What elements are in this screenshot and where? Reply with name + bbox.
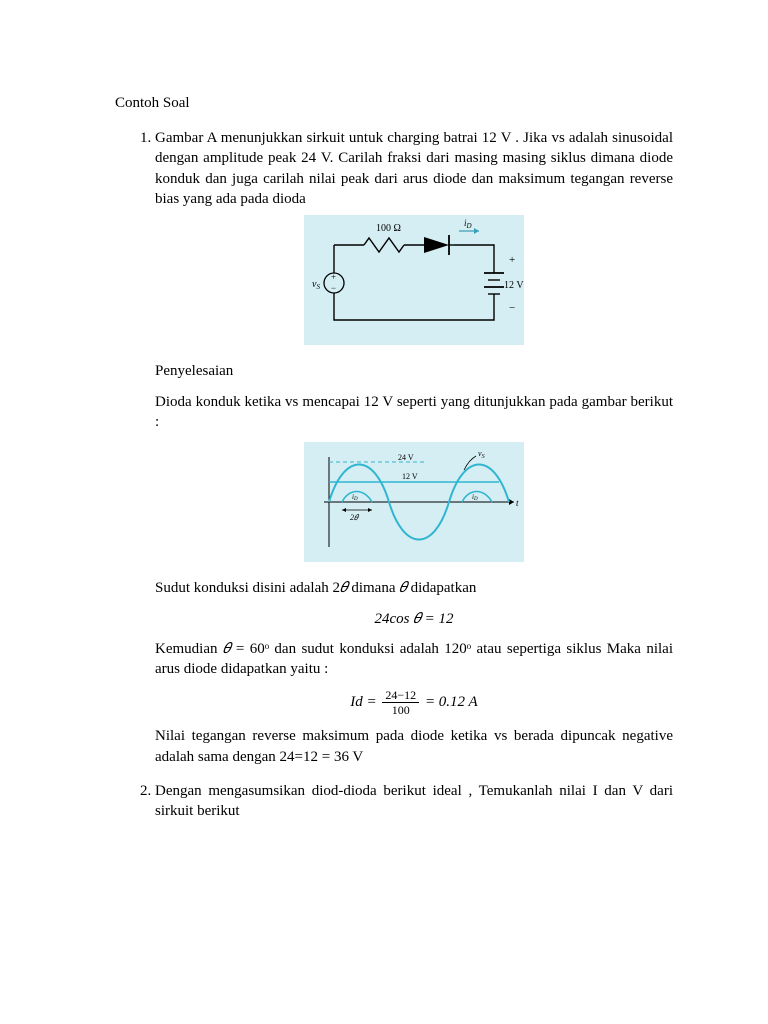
solution-p4: Nilai tegangan reverse maksimum pada dio… xyxy=(155,726,673,767)
svg-text:−: − xyxy=(331,283,336,293)
solution-p1: Dioda konduk ketika vs mencapai 12 V sep… xyxy=(155,392,673,433)
problem-list: Gambar A menunjukkan sirkuit untuk charg… xyxy=(115,128,673,821)
svg-text:+: + xyxy=(331,272,336,282)
solution-p2: Sudut konduksi disini adalah 2𝜃 dimana 𝜃… xyxy=(155,578,673,598)
problem-1-stem: Gambar A menunjukkan sirkuit untuk charg… xyxy=(155,130,673,207)
fraction: 24−12100 xyxy=(382,689,419,716)
plus-label: + xyxy=(509,254,515,266)
problem-2: Dengan mengasumsikan diod-dioda berikut … xyxy=(155,781,673,822)
solution-p3: Kemudian 𝜃 = 60ᵒ dan sudut konduksi adal… xyxy=(155,639,673,680)
resistor-label: 100 Ω xyxy=(376,223,401,234)
circuit-diagram: 100 Ω iD xyxy=(304,215,524,345)
document-page: Contoh Soal Gambar A menunjukkan sirkuit… xyxy=(0,0,768,875)
figure-1-wrap: 100 Ω iD xyxy=(155,215,673,351)
problem-2-stem: Dengan mengasumsikan diod-dioda berikut … xyxy=(155,783,673,819)
label-12v: 12 V xyxy=(402,472,418,481)
equation-1: 24cos 𝜃 = 12 xyxy=(155,609,673,629)
battery-label: 12 V xyxy=(504,280,524,291)
equation-2: Id = 24−12100 = 0.12 A xyxy=(155,689,673,716)
solution-heading: Penyelesaian xyxy=(155,361,673,381)
problem-1: Gambar A menunjukkan sirkuit untuk charg… xyxy=(155,128,673,767)
page-title: Contoh Soal xyxy=(115,95,673,112)
waveform-diagram: t 12 V 24 V vS iD iD xyxy=(304,442,524,562)
figure-2-wrap: t 12 V 24 V vS iD iD xyxy=(155,442,673,568)
minus-label: − xyxy=(509,302,515,314)
label-24v: 24 V xyxy=(398,453,414,462)
